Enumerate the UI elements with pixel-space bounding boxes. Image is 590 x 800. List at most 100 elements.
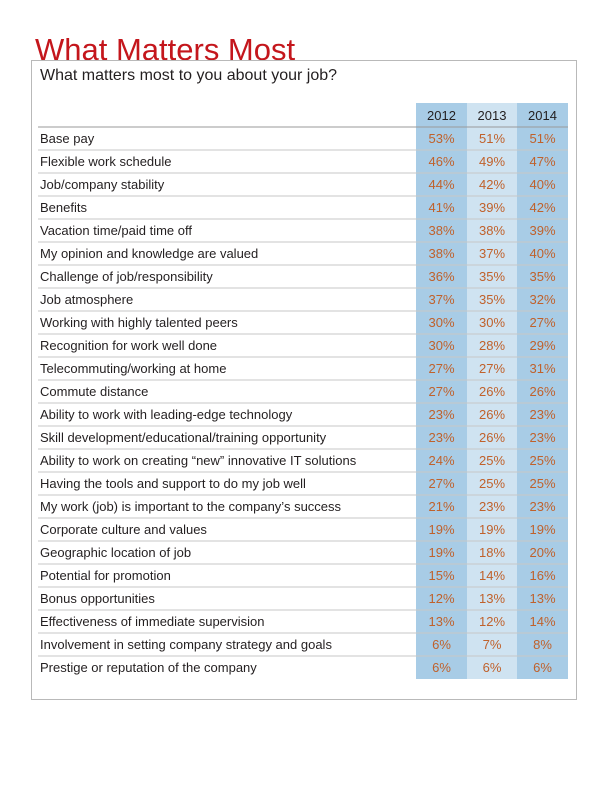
cell-value: 23% xyxy=(529,407,555,422)
row-label: My opinion and knowledge are valued xyxy=(40,246,258,261)
cell-value: 8% xyxy=(533,637,552,652)
cell-value: 37% xyxy=(479,246,505,261)
cell-value: 19% xyxy=(428,522,454,537)
cell-value: 27% xyxy=(428,384,454,399)
cell-value: 26% xyxy=(529,384,555,399)
row-label: Effectiveness of immediate supervision xyxy=(40,614,264,629)
cell-value: 23% xyxy=(479,499,505,514)
cell-value: 25% xyxy=(479,476,505,491)
cell-value: 39% xyxy=(529,223,555,238)
row-label: Prestige or reputation of the company xyxy=(40,660,257,675)
cell-value: 21% xyxy=(428,499,454,514)
cell-value: 26% xyxy=(479,384,505,399)
cell-value: 30% xyxy=(479,315,505,330)
column-band-2012 xyxy=(416,103,467,679)
cell-value: 38% xyxy=(428,246,454,261)
cell-value: 42% xyxy=(529,200,555,215)
row-label: Base pay xyxy=(40,131,95,146)
cell-value: 25% xyxy=(479,453,505,468)
row-label: Flexible work schedule xyxy=(40,154,172,169)
row-label: Ability to work on creating “new” innova… xyxy=(40,453,357,468)
cell-value: 13% xyxy=(479,591,505,606)
cell-value: 26% xyxy=(479,430,505,445)
cell-value: 12% xyxy=(479,614,505,629)
row-label: Geographic location of job xyxy=(40,545,191,560)
row-label: Bonus opportunities xyxy=(40,591,155,606)
cell-value: 42% xyxy=(479,177,505,192)
row-label: Ability to work with leading-edge techno… xyxy=(40,407,293,422)
cell-value: 23% xyxy=(529,499,555,514)
cell-value: 12% xyxy=(428,591,454,606)
row-label: Corporate culture and values xyxy=(40,522,207,537)
row-label: My work (job) is important to the compan… xyxy=(40,499,342,514)
row-label: Skill development/educational/training o… xyxy=(40,430,327,445)
cell-value: 41% xyxy=(428,200,454,215)
column-header-2012: 2012 xyxy=(427,108,456,123)
cell-value: 23% xyxy=(529,430,555,445)
cell-value: 30% xyxy=(428,338,454,353)
cell-value: 49% xyxy=(479,154,505,169)
cell-value: 18% xyxy=(479,545,505,560)
cell-value: 27% xyxy=(428,476,454,491)
row-label: Potential for promotion xyxy=(40,568,171,583)
cell-value: 27% xyxy=(529,315,555,330)
cell-value: 13% xyxy=(529,591,555,606)
chart-title: What Matters Most xyxy=(35,32,296,67)
row-label: Benefits xyxy=(40,200,87,215)
cell-value: 28% xyxy=(479,338,505,353)
cell-value: 6% xyxy=(533,660,552,675)
cell-value: 46% xyxy=(428,154,454,169)
cell-value: 25% xyxy=(529,453,555,468)
row-label: Telecommuting/working at home xyxy=(40,361,226,376)
row-label: Job/company stability xyxy=(40,177,165,192)
cell-value: 19% xyxy=(529,522,555,537)
cell-value: 15% xyxy=(428,568,454,583)
table-panel xyxy=(31,60,577,700)
cell-value: 26% xyxy=(479,407,505,422)
cell-value: 24% xyxy=(428,453,454,468)
row-label: Commute distance xyxy=(40,384,148,399)
cell-value: 47% xyxy=(529,154,555,169)
cell-value: 38% xyxy=(428,223,454,238)
cell-value: 29% xyxy=(529,338,555,353)
cell-value: 39% xyxy=(479,200,505,215)
cell-value: 53% xyxy=(428,131,454,146)
cell-value: 40% xyxy=(529,177,555,192)
column-band-2014 xyxy=(517,103,568,679)
cell-value: 35% xyxy=(529,269,555,284)
cell-value: 23% xyxy=(428,407,454,422)
cell-value: 35% xyxy=(479,292,505,307)
row-label: Vacation time/paid time off xyxy=(40,223,192,238)
row-label: Involvement in setting company strategy … xyxy=(40,637,332,652)
row-label: Recognition for work well done xyxy=(40,338,217,353)
column-band-2013 xyxy=(467,103,517,679)
cell-value: 31% xyxy=(529,361,555,376)
row-label: Job atmosphere xyxy=(40,292,133,307)
column-header-2013: 2013 xyxy=(478,108,507,123)
cell-value: 14% xyxy=(479,568,505,583)
row-label: Having the tools and support to do my jo… xyxy=(40,476,306,491)
row-label: Working with highly talented peers xyxy=(40,315,238,330)
cell-value: 25% xyxy=(529,476,555,491)
cell-value: 30% xyxy=(428,315,454,330)
cell-value: 27% xyxy=(428,361,454,376)
cell-value: 38% xyxy=(479,223,505,238)
cell-value: 51% xyxy=(529,131,555,146)
cell-value: 37% xyxy=(428,292,454,307)
cell-value: 7% xyxy=(483,637,502,652)
cell-value: 32% xyxy=(529,292,555,307)
cell-value: 13% xyxy=(428,614,454,629)
cell-value: 40% xyxy=(529,246,555,261)
cell-value: 6% xyxy=(432,637,451,652)
cell-value: 19% xyxy=(479,522,505,537)
cell-value: 36% xyxy=(428,269,454,284)
cell-value: 6% xyxy=(483,660,502,675)
column-header-2014: 2014 xyxy=(528,108,557,123)
cell-value: 44% xyxy=(428,177,454,192)
chart-subtitle: What matters most to you about your job? xyxy=(40,67,338,84)
cell-value: 20% xyxy=(529,545,555,560)
cell-value: 23% xyxy=(428,430,454,445)
cell-value: 51% xyxy=(479,131,505,146)
row-label: Challenge of job/responsibility xyxy=(40,269,213,284)
